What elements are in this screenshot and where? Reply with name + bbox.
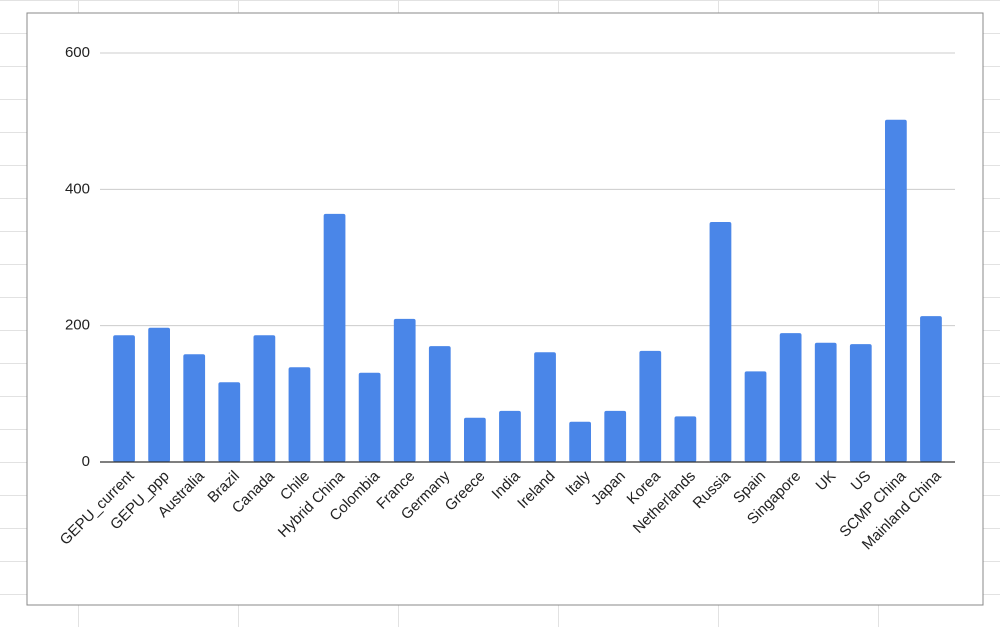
bar — [849, 344, 872, 462]
bar — [814, 342, 837, 462]
bar — [148, 327, 171, 462]
bar — [463, 417, 486, 462]
chart-frame — [26, 12, 984, 606]
bar — [569, 421, 592, 462]
bar — [428, 346, 451, 462]
bar — [709, 222, 732, 462]
bar — [604, 410, 627, 462]
y-tick-label: 400 — [65, 180, 90, 197]
bar — [288, 367, 311, 462]
bar — [183, 354, 206, 462]
bar — [920, 316, 942, 462]
bar — [674, 416, 697, 462]
bar — [639, 350, 662, 462]
bar — [253, 335, 276, 462]
bar — [358, 372, 381, 462]
bar — [779, 333, 802, 462]
bar — [884, 119, 907, 462]
bar — [218, 382, 241, 462]
bar — [323, 213, 346, 462]
bar — [393, 318, 416, 462]
bar — [534, 352, 556, 462]
bar — [113, 335, 135, 462]
y-tick-label: 600 — [65, 44, 90, 61]
y-tick-label: 0 — [82, 453, 90, 470]
bar — [499, 410, 521, 462]
y-tick-label: 200 — [65, 317, 90, 334]
bar — [744, 371, 767, 462]
